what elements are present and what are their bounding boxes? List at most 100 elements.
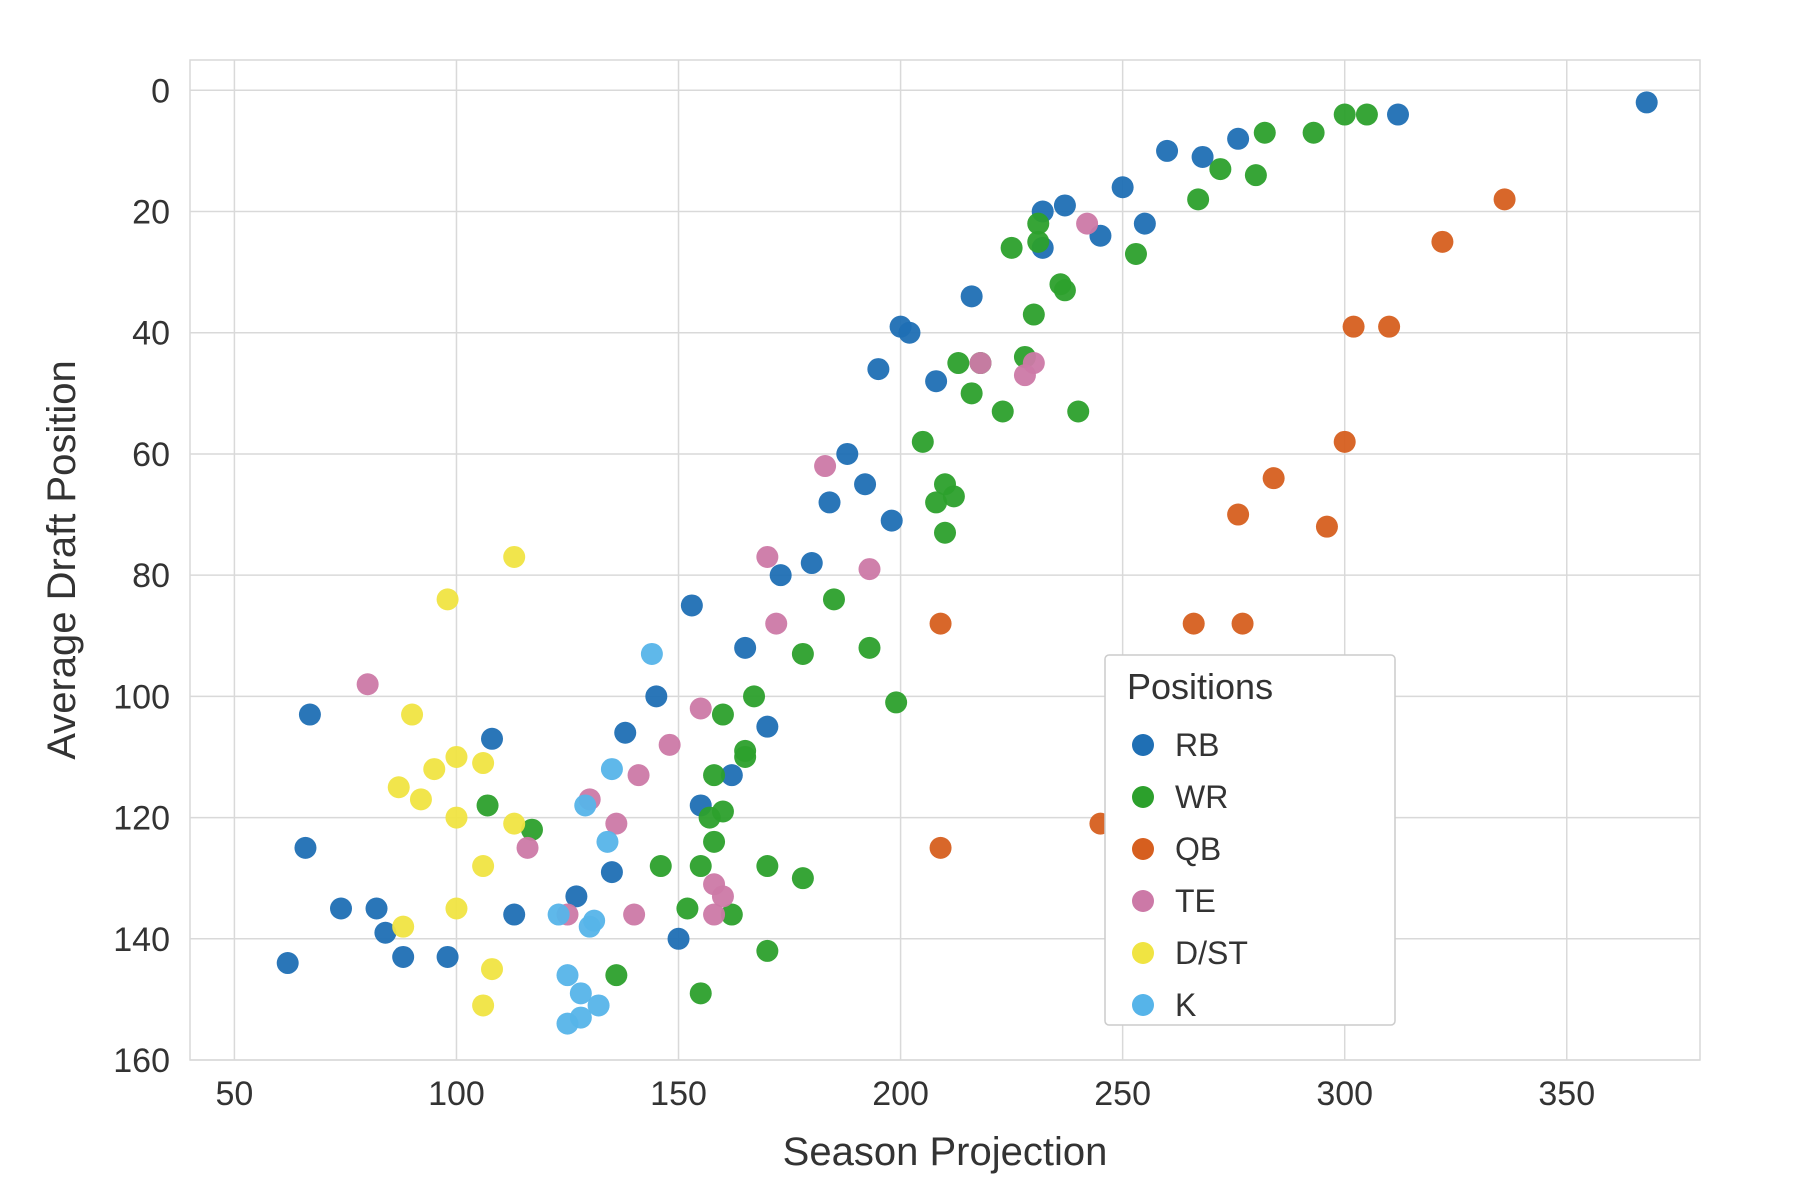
data-point [1156, 140, 1178, 162]
data-point [859, 637, 881, 659]
data-point [885, 691, 907, 713]
data-point [734, 637, 756, 659]
data-point [445, 746, 467, 768]
data-point [601, 758, 623, 780]
data-point [699, 807, 721, 829]
data-point [792, 643, 814, 665]
data-point [756, 546, 778, 568]
data-point [854, 473, 876, 495]
data-point [557, 1013, 579, 1035]
data-point [1014, 364, 1036, 386]
data-point [690, 982, 712, 1004]
chart-svg: 5010015020025030035002040608010012014016… [0, 0, 1800, 1200]
legend-marker [1132, 786, 1154, 808]
data-point [1209, 158, 1231, 180]
data-point [1054, 279, 1076, 301]
data-point [623, 904, 645, 926]
data-point [961, 382, 983, 404]
data-point [1067, 401, 1089, 423]
data-point [676, 897, 698, 919]
data-point [1387, 104, 1409, 126]
data-point [277, 952, 299, 974]
data-point [299, 704, 321, 726]
data-point [472, 855, 494, 877]
data-point [628, 764, 650, 786]
data-point [517, 837, 539, 859]
data-point [756, 855, 778, 877]
x-tick-label: 50 [215, 1075, 253, 1113]
data-point [1334, 431, 1356, 453]
data-point [1023, 304, 1045, 326]
data-point [1227, 504, 1249, 526]
data-point [1431, 231, 1453, 253]
data-point [1343, 316, 1365, 338]
x-tick-label: 200 [872, 1075, 929, 1113]
data-point [481, 728, 503, 750]
data-point [294, 837, 316, 859]
data-point [1125, 243, 1147, 265]
legend-item-label: D/ST [1175, 935, 1248, 971]
y-tick-label: 160 [113, 1042, 170, 1080]
legend-item-label: WR [1175, 779, 1228, 815]
data-point [1334, 104, 1356, 126]
x-tick-label: 300 [1316, 1075, 1373, 1113]
data-point [477, 794, 499, 816]
legend-marker [1132, 994, 1154, 1016]
data-point [401, 704, 423, 726]
data-point [792, 867, 814, 889]
data-point [1303, 122, 1325, 144]
data-point [765, 613, 787, 635]
x-tick-label: 250 [1094, 1075, 1151, 1113]
legend-marker [1132, 734, 1154, 756]
data-point [392, 946, 414, 968]
data-point [1134, 213, 1156, 235]
data-point [814, 455, 836, 477]
data-point [992, 401, 1014, 423]
data-point [1245, 164, 1267, 186]
data-point [1378, 316, 1400, 338]
legend-marker [1132, 890, 1154, 912]
data-point [881, 510, 903, 532]
data-point [1112, 176, 1134, 198]
data-point [481, 958, 503, 980]
x-tick-label: 100 [428, 1075, 485, 1113]
data-point [503, 904, 525, 926]
data-point [1187, 188, 1209, 210]
y-axis-label: Average Draft Position [40, 360, 84, 759]
data-point [690, 855, 712, 877]
data-point [770, 564, 792, 586]
data-point [503, 813, 525, 835]
data-point [548, 904, 570, 926]
data-point [836, 443, 858, 465]
data-point [357, 673, 379, 695]
data-point [1027, 231, 1049, 253]
y-tick-label: 100 [113, 678, 170, 716]
legend-marker [1132, 838, 1154, 860]
data-point [1183, 613, 1205, 635]
data-point [472, 994, 494, 1016]
data-point [1263, 467, 1285, 489]
data-point [970, 352, 992, 374]
y-tick-label: 0 [151, 72, 170, 110]
data-point [801, 552, 823, 574]
data-point [1316, 516, 1338, 538]
data-point [930, 613, 952, 635]
y-tick-label: 60 [132, 436, 170, 474]
data-point [437, 946, 459, 968]
data-point [601, 861, 623, 883]
data-point [437, 588, 459, 610]
data-point [574, 794, 596, 816]
data-point [734, 746, 756, 768]
y-tick-label: 80 [132, 557, 170, 595]
data-point [712, 704, 734, 726]
data-point [712, 885, 734, 907]
data-point [925, 370, 947, 392]
data-point [947, 352, 969, 374]
data-point [659, 734, 681, 756]
data-point [1636, 91, 1658, 113]
data-point [819, 491, 841, 513]
data-point [557, 964, 579, 986]
legend-marker [1132, 942, 1154, 964]
data-point [823, 588, 845, 610]
legend-item-label: K [1175, 987, 1196, 1023]
